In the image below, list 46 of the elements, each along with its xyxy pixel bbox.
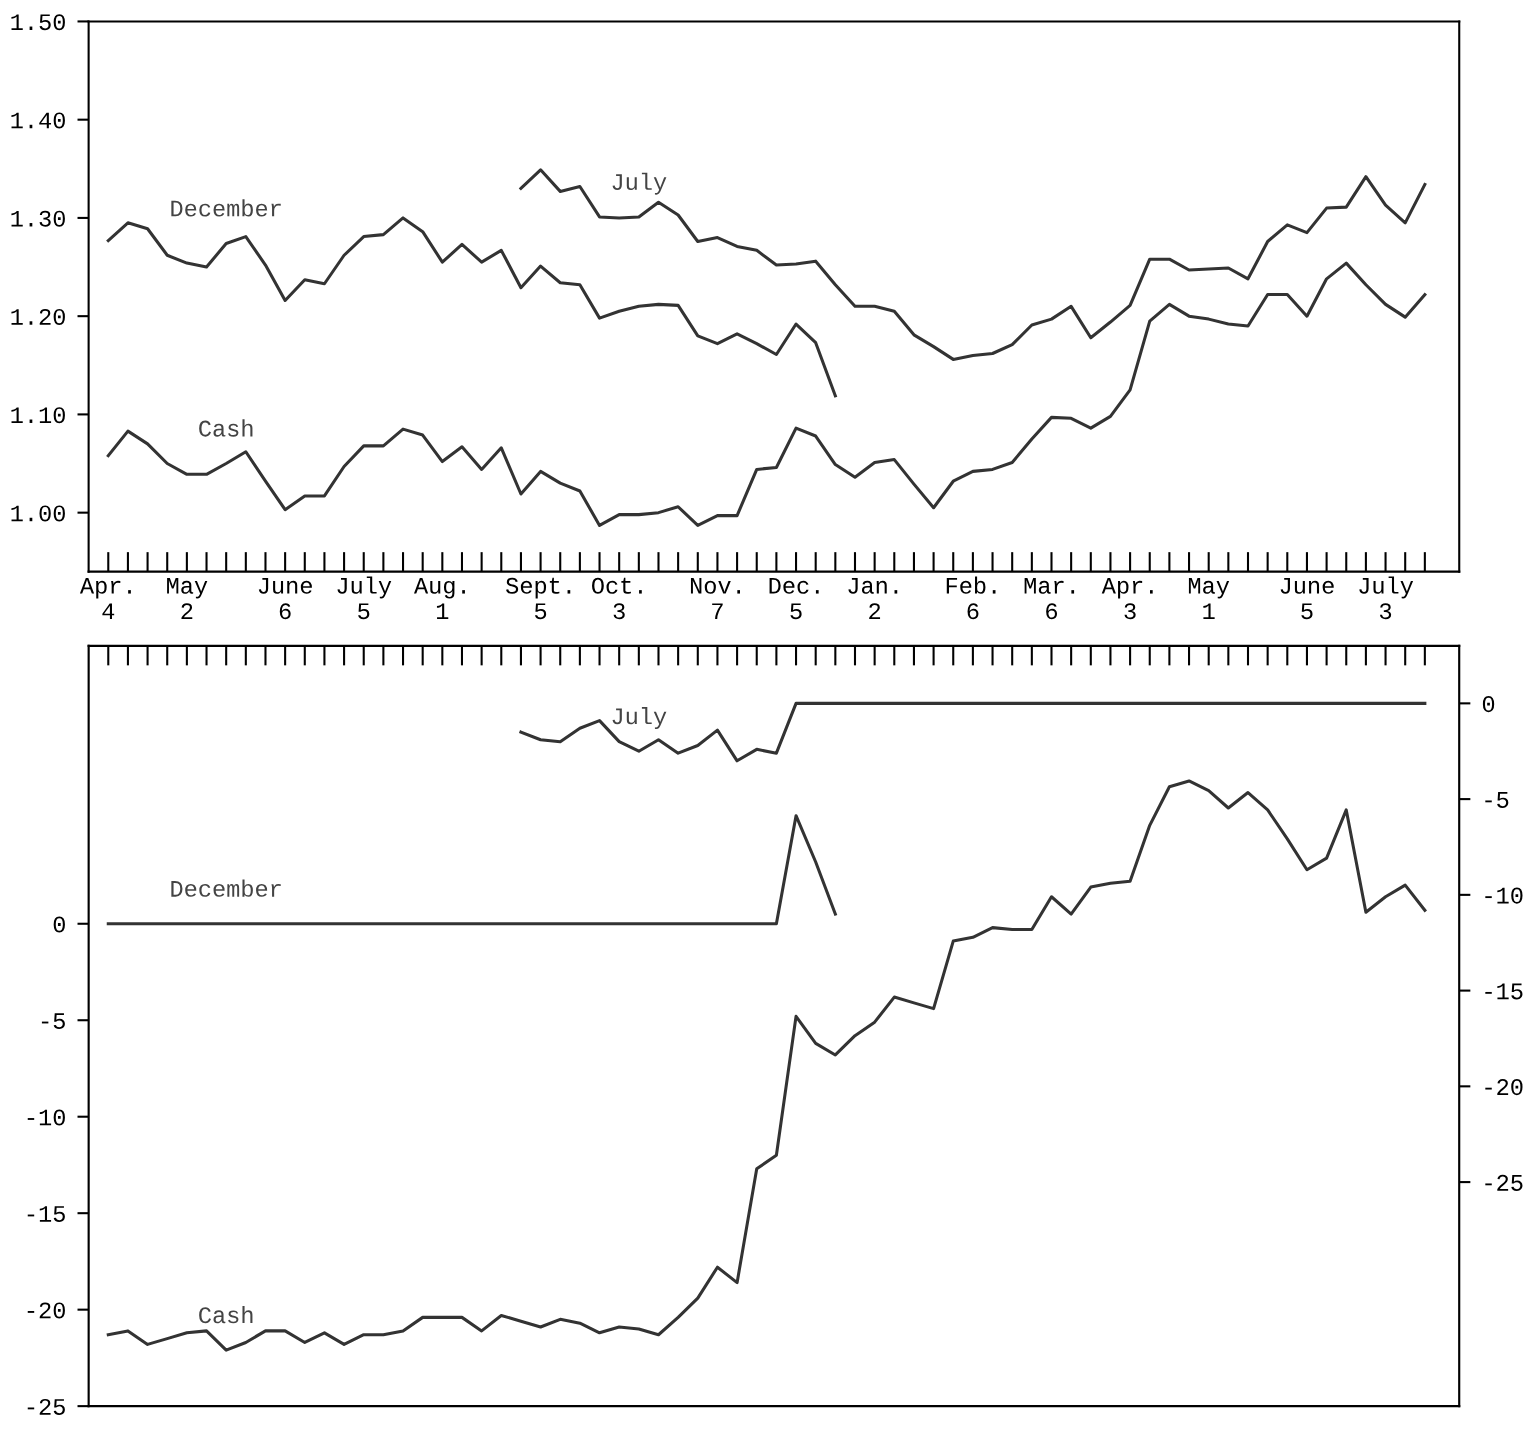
x-tick-label: July 5 xyxy=(337,576,392,620)
y2-tick-label: -5 xyxy=(1485,792,1509,808)
x-tick-label: Nov. 7 xyxy=(690,578,741,619)
y2-tick-label: -20 xyxy=(1485,1079,1523,1096)
y-tick-label: 1.00 xyxy=(11,505,65,522)
y-tick-label: 0 xyxy=(53,916,65,933)
x-tick-label: May 1 xyxy=(1188,578,1230,619)
x-tick-label: June 6 xyxy=(258,578,312,620)
y2-tick-label: 0 xyxy=(1482,696,1495,713)
x-tick-label: May 2 xyxy=(167,578,208,619)
y-tick-label: -25 xyxy=(27,1398,65,1415)
y2-tick-label: -10 xyxy=(1485,887,1523,904)
y-tick-label: -15 xyxy=(27,1206,65,1222)
y-tick-label: -10 xyxy=(27,1109,65,1126)
x-tick-label: Apr. 4 xyxy=(79,578,131,619)
line-series xyxy=(519,701,1427,763)
line-series xyxy=(106,216,837,398)
x-tick-label: Oct. 3 xyxy=(592,577,642,620)
y-tick-label: 1.40 xyxy=(11,112,65,129)
line-series xyxy=(106,779,1427,1352)
x-tick-label: Mar. 6 xyxy=(1024,578,1075,620)
y2-tick-label: -25 xyxy=(1485,1174,1523,1191)
line-series xyxy=(519,168,1427,361)
series-label: July xyxy=(612,707,667,730)
x-tick-label: Dec. 5 xyxy=(769,578,819,620)
y-tick-label: 1.10 xyxy=(11,407,65,424)
series-label: Cash xyxy=(199,1305,253,1324)
x-tick-label: June 5 xyxy=(1280,578,1334,620)
series-label: Cash xyxy=(199,419,253,437)
y-tick-label: 1.50 xyxy=(11,14,65,31)
x-tick-label: Apr. 3 xyxy=(1101,578,1153,620)
series-label: December xyxy=(171,879,281,897)
y-tick-label: 1.20 xyxy=(11,308,65,325)
line-series xyxy=(106,814,837,926)
y-tick-label: 1.30 xyxy=(11,210,65,227)
line-series xyxy=(106,261,1427,527)
x-tick-label: Jan. 2 xyxy=(848,578,898,619)
x-tick-label: Sept. 5 xyxy=(506,577,571,620)
x-tick-label: Feb. 6 xyxy=(946,576,996,620)
y2-tick-label: -15 xyxy=(1485,983,1523,1000)
x-tick-label: Aug. 1 xyxy=(413,578,465,619)
y-tick-label: -20 xyxy=(27,1302,65,1319)
y-tick-label: -5 xyxy=(41,1013,65,1030)
x-tick-label: July 3 xyxy=(1359,576,1414,620)
series-label: July xyxy=(612,172,667,195)
series-label: December xyxy=(171,199,281,217)
